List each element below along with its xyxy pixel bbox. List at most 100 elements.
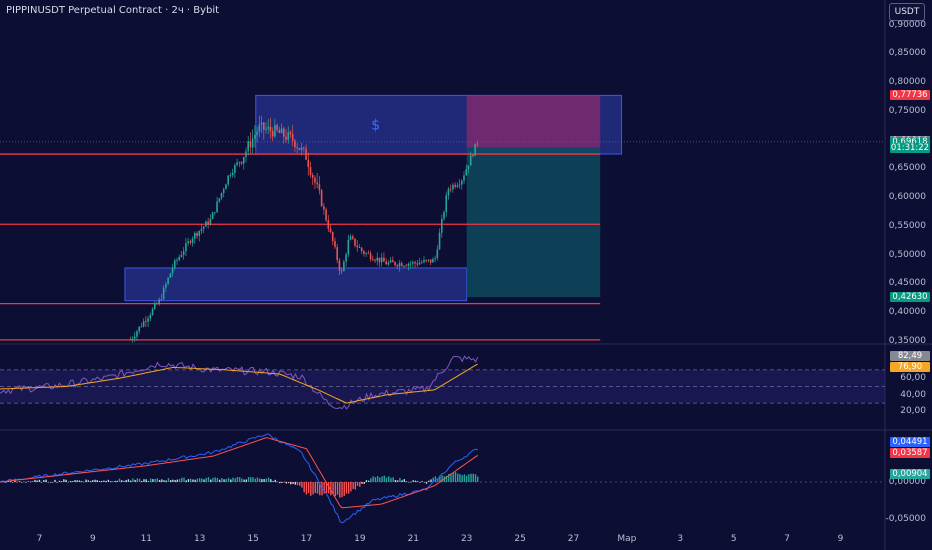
- candle-body: [454, 184, 456, 187]
- candle-body: [452, 184, 454, 190]
- macd-histogram-bar: [421, 481, 423, 482]
- macd-histogram-bar: [165, 480, 167, 482]
- macd-histogram-bar: [465, 475, 468, 482]
- candle-body: [247, 141, 250, 152]
- price-tick-label: 0,90000: [888, 19, 926, 30]
- candle-body: [242, 157, 245, 164]
- candle-body: [245, 151, 247, 158]
- macd-histogram-bar: [401, 480, 403, 482]
- macd-histogram-bar: [63, 479, 65, 482]
- candle-body: [336, 247, 339, 261]
- macd-histogram-bar: [161, 479, 163, 482]
- macd-histogram-bar: [3, 481, 5, 483]
- macd-histogram-bar: [454, 472, 457, 482]
- macd-histogram-bar: [49, 481, 52, 483]
- candle-body: [425, 259, 428, 261]
- macd-histogram-bar: [212, 477, 214, 482]
- macd-histogram-bar: [16, 481, 18, 483]
- candle-body: [234, 165, 236, 173]
- macd-histogram-bar: [230, 479, 232, 482]
- macd-histogram-bar: [172, 479, 174, 482]
- macd-histogram-bar: [127, 479, 130, 482]
- candle-body: [254, 135, 256, 139]
- candle-body: [432, 259, 434, 263]
- macd-tick-label: 0,00000: [888, 477, 926, 487]
- candle-body: [131, 338, 134, 340]
- macd-histogram-bar: [52, 482, 54, 483]
- macd-histogram-bar: [207, 477, 210, 482]
- macd-histogram-bar: [29, 481, 32, 483]
- candle-body: [262, 122, 265, 130]
- candle-body: [429, 259, 432, 263]
- macd-histogram-bar: [474, 474, 477, 482]
- macd-histogram-bar: [296, 482, 299, 486]
- candle-body: [294, 140, 296, 148]
- candle-body: [218, 198, 221, 202]
- macd-histogram-bar: [410, 481, 412, 483]
- position-stop-area: [466, 147, 601, 298]
- macd-histogram-bar: [303, 482, 305, 493]
- macd-histogram-bar: [236, 476, 239, 482]
- candle-body: [436, 249, 439, 259]
- candle-body: [469, 155, 472, 166]
- macd-histogram-bar: [258, 478, 261, 482]
- time-tick-label: 19: [354, 534, 366, 544]
- macd-histogram-bar: [374, 477, 377, 482]
- price-tick-label: 0,50000: [888, 249, 926, 260]
- macd-histogram-bar: [396, 480, 399, 482]
- candle-body: [211, 212, 214, 220]
- macd-histogram-bar: [448, 473, 450, 482]
- macd-histogram-bar: [145, 479, 147, 482]
- macd-histogram-bar: [267, 477, 270, 482]
- macd-histogram-bar: [112, 481, 114, 483]
- macd-histogram-bar: [327, 482, 330, 494]
- candle-body: [472, 155, 474, 157]
- macd-histogram-bar: [325, 482, 328, 493]
- candle-body: [311, 174, 314, 178]
- macd-histogram-bar: [43, 480, 45, 482]
- candle-body: [151, 308, 154, 315]
- candle-body: [420, 262, 423, 264]
- candle-body: [225, 184, 227, 190]
- candle-body: [196, 232, 198, 236]
- candle-body: [136, 331, 138, 337]
- candle-body: [369, 253, 372, 260]
- candle-body: [280, 128, 283, 133]
- candle-body: [265, 128, 267, 130]
- macd-histogram-bar: [412, 480, 414, 482]
- macd-histogram-bar: [65, 479, 67, 482]
- candle-body: [360, 247, 363, 252]
- price-badge: 0,69618: [890, 136, 930, 147]
- macd-histogram-bar: [121, 480, 123, 482]
- macd-histogram-bar: [60, 481, 63, 482]
- macd-histogram-bar: [69, 481, 72, 482]
- candle-body: [287, 132, 290, 140]
- macd-histogram-bar: [408, 481, 410, 483]
- price-badge: 01:31:22: [890, 142, 930, 153]
- macd-histogram-bar: [105, 480, 107, 482]
- macd-histogram-bar: [74, 480, 76, 482]
- currency-button[interactable]: USDT: [889, 3, 925, 21]
- time-tick-label: 9: [90, 534, 96, 544]
- candle-body: [207, 221, 209, 225]
- macd-histogram-bar: [109, 481, 112, 482]
- macd-histogram-bar: [347, 482, 350, 494]
- macd-histogram-bar: [243, 479, 245, 482]
- price-tick-label: 0,85000: [888, 48, 926, 59]
- candle-body: [347, 239, 350, 255]
- macd-histogram-bar: [12, 481, 14, 483]
- macd-badge: 0,04491: [890, 437, 930, 447]
- candle-body: [260, 122, 263, 125]
- candle-body: [176, 260, 178, 261]
- candle-body: [440, 218, 443, 233]
- candle-body: [162, 287, 165, 300]
- candle-body: [274, 125, 276, 137]
- macd-histogram-bar: [299, 482, 301, 486]
- macd-histogram-bar: [392, 477, 394, 482]
- macd-histogram-bar: [176, 479, 179, 482]
- macd-histogram-bar: [332, 482, 334, 494]
- time-tick-label: 27: [567, 534, 580, 544]
- candle-body: [458, 184, 461, 186]
- macd-histogram-bar: [283, 481, 285, 483]
